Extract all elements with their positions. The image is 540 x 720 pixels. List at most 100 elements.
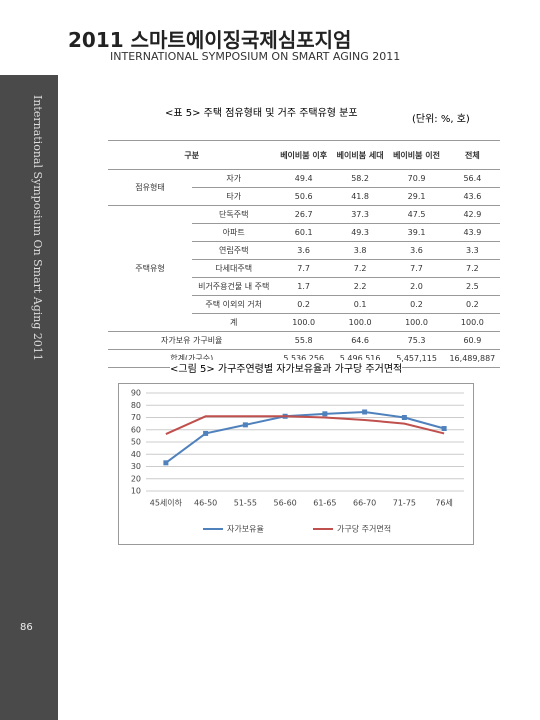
value-cell: 56.4	[444, 169, 500, 188]
x-tick-label: 66-70	[353, 499, 376, 508]
value-cell: 26.7	[275, 205, 332, 224]
value-cell: 7.2	[331, 259, 389, 278]
value-cell: 50.6	[275, 187, 332, 206]
point	[203, 430, 209, 436]
series-line	[165, 410, 445, 464]
y-tick-label: 90	[131, 389, 141, 398]
y-tick-label: 60	[131, 425, 141, 434]
row-label: 단독주택	[192, 205, 276, 224]
value-cell: 41.8	[331, 187, 389, 206]
y-tick-label: 30	[131, 462, 141, 471]
table-row: 점유형태 자가 49.4 58.2 70.9 56.4	[108, 169, 500, 206]
table-row: 주택유형 단독주택 26.7 37.3 47.5 42.9	[108, 205, 500, 332]
header-cell: 전체	[444, 140, 500, 170]
value-cell: 2.5	[444, 277, 500, 296]
x-tick-label: 45세이하	[150, 498, 183, 508]
side-band	[0, 75, 58, 720]
row-label: 비거주용건물 내 주택	[192, 277, 276, 296]
value-cell: 0.2	[444, 295, 500, 314]
point	[362, 409, 368, 415]
x-tick-label: 51-55	[234, 499, 257, 508]
header-title: 2011 스마트에이징국제심포지엄	[68, 28, 352, 52]
point	[441, 426, 447, 432]
header-cell: 구분	[108, 140, 276, 170]
x-tick-label: 71-75	[393, 499, 416, 508]
value-cell: 7.2	[444, 259, 500, 278]
header-cell: 베이비붐 세대	[331, 140, 389, 170]
value-cell: 39.1	[388, 223, 445, 242]
table: 구분 베이비붐 이후 베이비붐 세대 베이비붐 이전 전체 점유형태 자가 49.4 58.2 7…	[108, 140, 500, 368]
value-cell: 3.3	[444, 241, 500, 260]
value-cell: 64.6	[331, 331, 389, 350]
row-label: 자가보유 가구비율	[108, 331, 276, 350]
point	[163, 460, 169, 466]
point	[401, 415, 407, 420]
row-label: 타가	[192, 187, 276, 206]
value-cell: 3.8	[331, 241, 389, 260]
x-tick-label: 61-65	[313, 499, 336, 508]
value-cell: 60.9	[444, 331, 500, 350]
y-tick-label: 20	[131, 474, 141, 483]
y-tick-label: 80	[131, 401, 141, 410]
legend-label: 자가보유율	[227, 525, 264, 534]
table-row: 타가 50.6 41.8 29.1 43.6	[108, 187, 500, 206]
value-cell: 43.6	[444, 187, 500, 206]
value-cell: 100.0	[331, 313, 389, 332]
row-label: 연립주택	[192, 241, 276, 260]
value-cell: 55.8	[275, 331, 332, 350]
value-cell: 1.7	[275, 277, 332, 296]
value-cell: 3.6	[275, 241, 332, 260]
legend-label: 가구당 주거면적	[337, 524, 391, 534]
point	[322, 411, 328, 417]
value-cell: 47.5	[388, 205, 445, 224]
table-row: 비거주용건물 내 주택 1.7 2.2 2.0 2.5	[108, 277, 500, 296]
series-line	[165, 415, 445, 435]
value-cell: 49.3	[331, 223, 389, 242]
header-subtitle: INTERNATIONAL SYMPOSIUM ON SMART AGING 2…	[110, 50, 401, 63]
row-label: 계	[192, 313, 276, 332]
group-cell: 점유형태	[108, 169, 192, 206]
x-tick-label: 46-50	[194, 499, 217, 508]
chart: 10 20 30 40 50 60 70 80 90 45세이하 46-50 51-55 56-60 61…	[118, 383, 474, 545]
value-cell: 2.0	[388, 277, 445, 296]
value-cell: 7.7	[388, 259, 445, 278]
header-cell: 베이비붐 이전	[388, 140, 445, 170]
header-cell: 베이비붐 이후	[275, 140, 332, 170]
y-tick-label: 10	[131, 487, 141, 496]
value-cell: 7.7	[275, 259, 332, 278]
value-cell: 2.2	[331, 277, 389, 296]
value-cell: 100.0	[444, 313, 500, 332]
value-cell: 75.3	[388, 331, 445, 350]
value-cell: 0.2	[275, 295, 332, 314]
value-cell: 60.1	[275, 223, 332, 242]
y-tick-label: 40	[131, 450, 141, 459]
value-cell: 29.1	[388, 187, 445, 206]
value-cell: 58.2	[331, 169, 389, 188]
row-label: 아파트	[192, 223, 276, 242]
value-cell: 5,457,115	[388, 349, 445, 368]
value-cell: 49.4	[275, 169, 332, 188]
table-row: 구분 베이비붐 이후 베이비붐 세대 베이비붐 이전 전체	[108, 140, 500, 170]
value-cell: 43.9	[444, 223, 500, 242]
value-cell: 100.0	[275, 313, 332, 332]
value-cell: 0.1	[331, 295, 389, 314]
table-unit: (단위: %, 호)	[412, 114, 470, 125]
table-row: 합계(가구수) 5,536,256 5,496,516 5,457,115 16,489…	[108, 349, 500, 368]
chart-title: <그림 5> 가구주연령별 자가보유율과 가구당 주거면적	[170, 360, 403, 375]
y-tick-label: 50	[131, 438, 141, 447]
table-row: 자가보유 가구비율 55.8 64.6 75.3 60.9	[108, 331, 500, 350]
row-label: 다세대주택	[192, 259, 276, 278]
table-row: 아파트 60.1 49.3 39.1 43.9	[108, 223, 500, 242]
row-label: 자가	[192, 169, 276, 188]
value-cell: 100.0	[388, 313, 445, 332]
chart-frame	[118, 383, 474, 545]
row-label: 주택 이외의 거처	[192, 295, 276, 314]
value-cell: 70.9	[388, 169, 445, 188]
y-tick-label: 70	[131, 413, 141, 422]
x-tick-label: 76세	[435, 499, 453, 508]
value-cell: 42.9	[444, 205, 500, 224]
table-caption: <표 5> 주택 점유형태 및 거주 주택유형 분포	[165, 108, 358, 119]
value-cell: 3.6	[388, 241, 445, 260]
value-cell: 37.3	[331, 205, 389, 224]
